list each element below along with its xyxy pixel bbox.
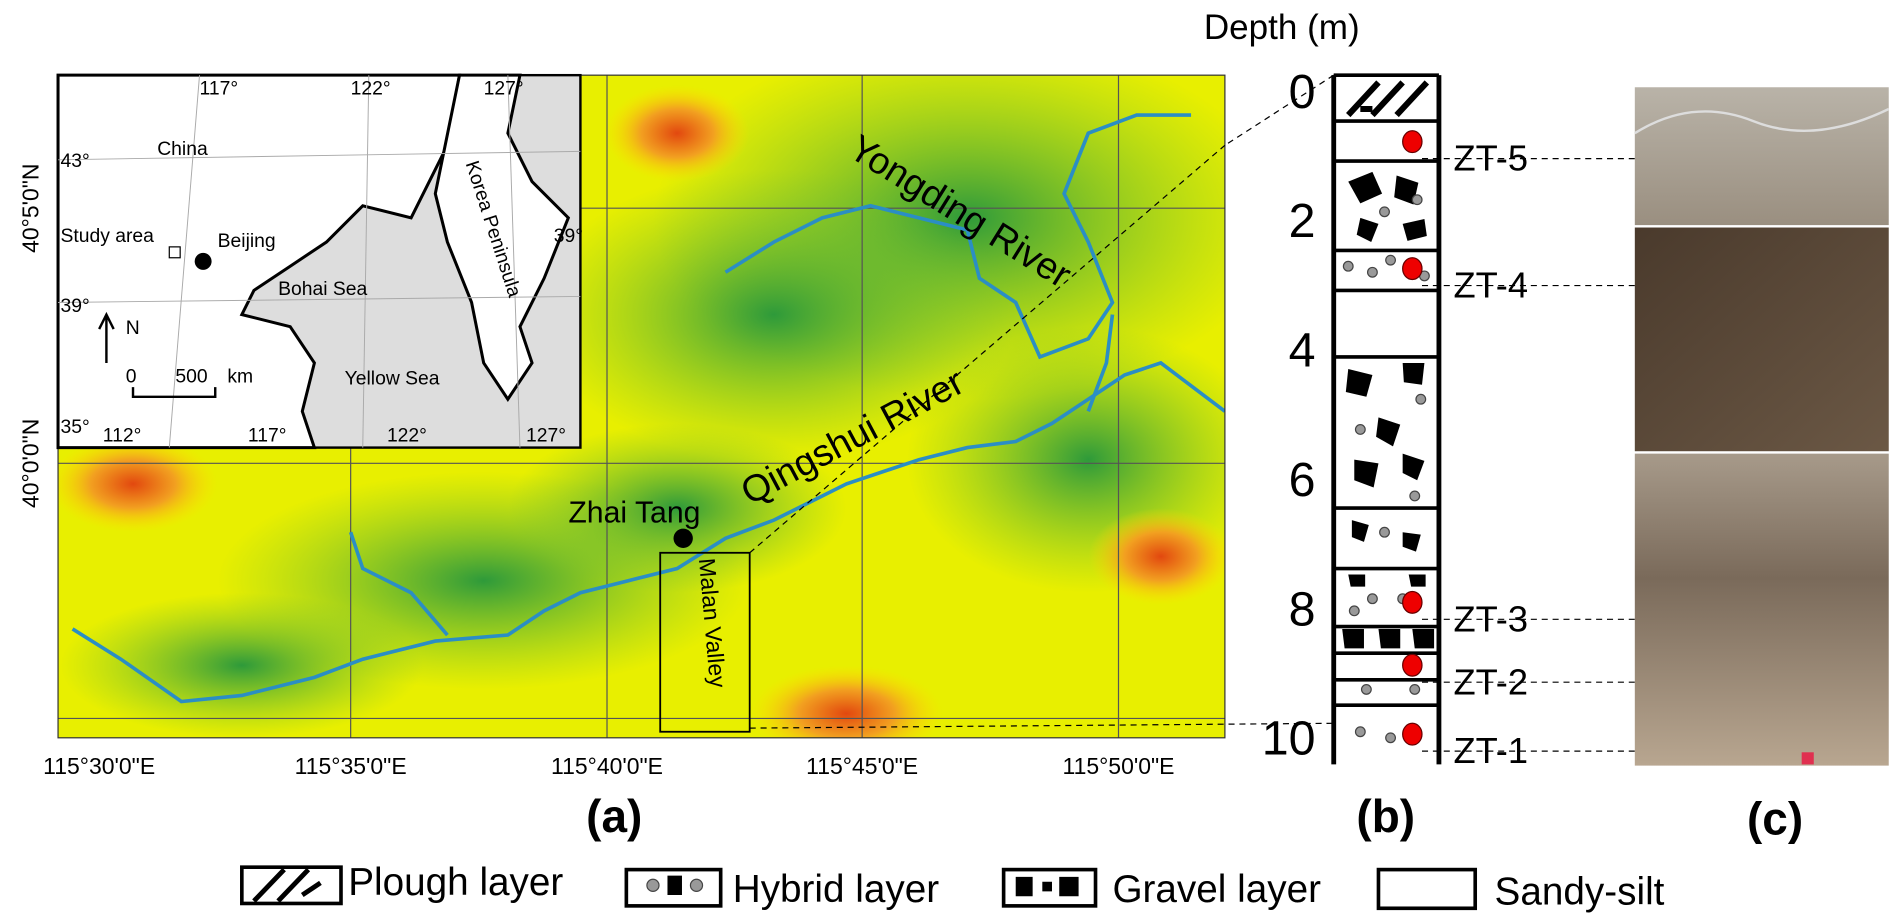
inset-label: N — [126, 317, 140, 339]
inset-label: Study area — [60, 225, 154, 247]
inset-label: 122° — [387, 425, 427, 447]
connector — [1225, 75, 1334, 145]
sample-label: ZT-1 — [1453, 730, 1528, 771]
legend-label: Sandy-silt — [1495, 871, 1665, 914]
sample-dot — [1403, 723, 1422, 745]
strat-column — [1334, 75, 1439, 764]
sample-dot — [1403, 258, 1422, 280]
legend-label: Hybrid layer — [733, 868, 940, 911]
inset-label: 0 — [126, 365, 137, 387]
depth-tick-label: 6 — [1289, 453, 1316, 507]
inset-label: 500 — [175, 365, 207, 387]
inset-label: 39° — [554, 225, 583, 247]
depth-tick-label: 0 — [1289, 65, 1316, 119]
sample-label: ZT-3 — [1453, 598, 1528, 639]
panel-label: (c) — [1747, 793, 1803, 845]
field-photos — [1635, 87, 1889, 765]
depth-tick-label: 4 — [1289, 324, 1316, 378]
inset-label: China — [157, 138, 208, 160]
page: {"map":{"panel_label":"(a)","x_labels":[… — [0, 0, 1896, 923]
panel-label: (b) — [1356, 790, 1415, 842]
site-label: Zhai Tang — [568, 497, 700, 530]
legend-label: Gravel layer — [1112, 868, 1321, 911]
depth-tick-label: 2 — [1289, 194, 1316, 248]
x-labels: 115°30'0"E 115°35'0"E 115°40'0"E 115°45'… — [43, 753, 1174, 779]
x-label: 115°30'0"E — [43, 753, 155, 779]
inset-label: 122° — [351, 78, 391, 100]
inset-label: 117° — [200, 78, 239, 100]
x-label: 115°50'0"E — [1063, 753, 1175, 779]
inset-label: 112° — [103, 425, 142, 447]
depth-tick-label: 8 — [1289, 582, 1316, 636]
inset-label: 127° — [526, 425, 566, 447]
inset-label: Beijing — [218, 230, 276, 252]
sample-dot — [1403, 591, 1422, 613]
inset-label: 43° — [60, 150, 89, 172]
depth-tick-label: 10 — [1262, 712, 1316, 766]
y-label: 40°5'0"N — [18, 163, 44, 252]
sample-label: ZT-4 — [1453, 265, 1528, 306]
sample-dot — [1403, 131, 1422, 153]
inset-map: 117° 122° 127° 112° 117° 122° 127° 43° 3… — [58, 75, 583, 447]
sample-label: ZT-5 — [1453, 138, 1528, 179]
inset-label: Yellow Sea — [345, 368, 440, 390]
axis-title: Depth (m) — [1204, 8, 1360, 47]
inset-label: Bohai Sea — [278, 278, 367, 300]
panel-label: (a) — [586, 790, 642, 842]
x-label: 115°40'0"E — [551, 753, 663, 779]
figure: Zhai Tang Malan Valley Yongding River Qi… — [0, 0, 1896, 923]
y-label: 40°0'0"N — [18, 419, 44, 508]
inset-label: 35° — [60, 416, 89, 438]
legend: Plough layer Hybrid layer Gravel layer S… — [242, 861, 1665, 914]
legend-label: Plough layer — [348, 861, 563, 904]
inset-label: km — [227, 365, 253, 387]
inset-label: 39° — [60, 295, 89, 317]
sample-label: ZT-2 — [1453, 661, 1528, 702]
site-dot — [674, 529, 693, 548]
x-label: 115°45'0"E — [806, 753, 918, 779]
x-label: 115°35'0"E — [295, 753, 407, 779]
inset-label: 127° — [484, 78, 524, 100]
sample-dot — [1403, 654, 1422, 676]
inset-label: 117° — [248, 425, 287, 447]
